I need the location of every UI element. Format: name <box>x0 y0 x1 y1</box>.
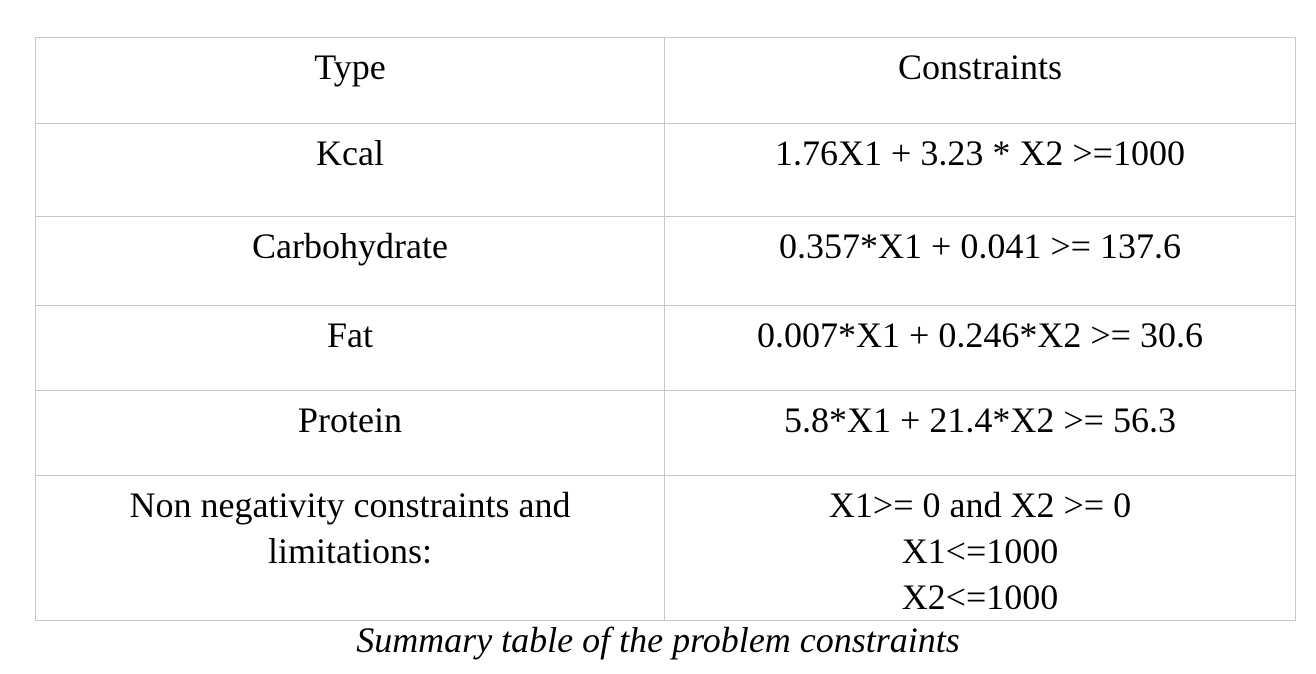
table-row: Non negativity constraints and limitatio… <box>35 475 1296 621</box>
table-caption: Summary table of the problem constraints <box>356 620 960 660</box>
type-cell: Fat <box>35 305 665 391</box>
type-cell: Protein <box>35 390 665 476</box>
constraint-line: X1<=1000 <box>901 531 1059 571</box>
constraint-line: 0.357*X1 + 0.041 >= 137.6 <box>779 226 1181 266</box>
constraint-line: 1.76X1 + 3.23 * X2 >=1000 <box>775 133 1185 173</box>
constraint-cell: 0.007*X1 + 0.246*X2 >= 30.6 <box>664 305 1296 391</box>
constraint-cell: 1.76X1 + 3.23 * X2 >=1000 <box>664 123 1296 217</box>
table-row: Kcal 1.76X1 + 3.23 * X2 >=1000 <box>35 123 1296 217</box>
type-cell: Non negativity constraints and limitatio… <box>35 475 665 621</box>
constraint-cell: X1>= 0 and X2 >= 0 X1<=1000 X2<=1000 <box>664 475 1296 621</box>
constraint-line: X1>= 0 and X2 >= 0 <box>828 485 1132 525</box>
constraint-line: 0.007*X1 + 0.246*X2 >= 30.6 <box>757 315 1203 355</box>
header-type: Type <box>35 37 665 124</box>
type-cell: Carbohydrate <box>35 216 665 306</box>
table-row: Fat 0.007*X1 + 0.246*X2 >= 30.6 <box>35 305 1296 391</box>
table-row: Protein 5.8*X1 + 21.4*X2 >= 56.3 <box>35 390 1296 476</box>
constraint-line: 5.8*X1 + 21.4*X2 >= 56.3 <box>784 400 1176 440</box>
table-header-row: Type Constraints <box>35 37 1296 124</box>
constraints-table: Type Constraints Kcal 1.76X1 + 3.23 * X2… <box>35 37 1296 621</box>
header-constraints: Constraints <box>664 37 1296 124</box>
constraint-cell: 5.8*X1 + 21.4*X2 >= 56.3 <box>664 390 1296 476</box>
constraint-line: X2<=1000 <box>901 577 1059 617</box>
type-cell: Kcal <box>35 123 665 217</box>
table-row: Carbohydrate 0.357*X1 + 0.041 >= 137.6 <box>35 216 1296 306</box>
constraint-cell: 0.357*X1 + 0.041 >= 137.6 <box>664 216 1296 306</box>
